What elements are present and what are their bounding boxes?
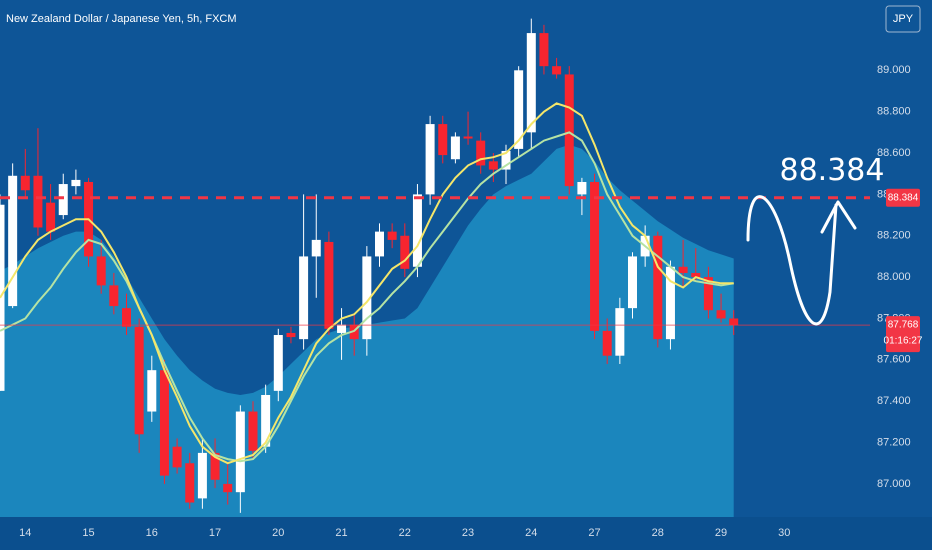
- candle-body: [665, 266, 675, 340]
- candle-body: [20, 175, 30, 191]
- candle-body: [362, 256, 372, 340]
- candle-body: [8, 175, 18, 307]
- x-tick-label: 14: [19, 527, 31, 539]
- x-tick-label: 16: [146, 527, 158, 539]
- drawn-arrow: [746, 195, 838, 326]
- level-badge: [886, 188, 920, 207]
- candle-body: [678, 266, 688, 273]
- candle-body: [172, 446, 182, 468]
- candle-body: [514, 70, 524, 149]
- x-tick-label: 29: [715, 527, 727, 539]
- x-tick-label: 20: [272, 527, 284, 539]
- candle-body: [375, 231, 384, 257]
- candle-body: [438, 124, 448, 156]
- candle-body: [628, 256, 637, 309]
- y-tick-label: 88.200: [877, 230, 911, 242]
- level-annotation: 88.384: [780, 153, 885, 188]
- y-tick-label: 87.600: [877, 354, 911, 366]
- candle-body: [653, 235, 663, 340]
- candle-body: [590, 181, 600, 331]
- ma-line: [0, 131, 734, 463]
- y-tick-label: 88.800: [877, 106, 911, 118]
- candle-body: [501, 150, 511, 170]
- candle-body: [602, 330, 612, 356]
- y-tick-label: 87.200: [877, 436, 911, 448]
- candle-body: [729, 318, 739, 326]
- x-tick-label: 24: [525, 527, 537, 539]
- candle-body: [261, 394, 271, 447]
- candle-body: [185, 463, 195, 503]
- candle-body: [71, 179, 81, 187]
- plot-area: [0, 18, 870, 518]
- x-tick-label: 17: [209, 527, 221, 539]
- candle-body: [197, 452, 207, 499]
- candle-body: [159, 370, 169, 476]
- candle-body: [450, 136, 460, 160]
- candle-body: [109, 285, 119, 307]
- x-tick-label: 22: [399, 527, 411, 539]
- candle-body: [691, 272, 701, 278]
- x-tick-label: 23: [462, 527, 474, 539]
- candle-body: [46, 202, 56, 232]
- candle-body: [311, 239, 321, 257]
- currency-label[interactable]: JPY: [893, 13, 914, 25]
- candle-body: [703, 277, 713, 311]
- x-tick-label: 15: [82, 527, 94, 539]
- candle-body: [488, 161, 498, 170]
- drawn-arrowhead: [820, 200, 857, 234]
- candle-body: [552, 66, 562, 75]
- ma-line: [0, 102, 734, 465]
- y-tick-label: 88.000: [877, 271, 911, 283]
- candle-body: [273, 335, 283, 391]
- candle-body: [387, 231, 397, 240]
- candle-body: [337, 324, 347, 333]
- candle-body: [539, 33, 549, 67]
- candle-body: [134, 326, 144, 435]
- countdown-label: 01:16:27: [884, 336, 923, 347]
- x-tick-label: 30: [778, 527, 790, 539]
- overlay: 87.00087.20087.40087.60087.80088.00088.2…: [19, 64, 923, 539]
- y-tick-label: 89.000: [877, 64, 911, 76]
- candle-body: [223, 483, 233, 493]
- candle-body: [463, 136, 473, 139]
- candle-body: [248, 411, 258, 451]
- x-tick-label: 28: [652, 527, 664, 539]
- candle-body: [324, 241, 334, 329]
- candle-body: [299, 256, 309, 340]
- candle-body: [400, 235, 410, 269]
- y-tick-label: 87.400: [877, 395, 911, 407]
- candle-body: [716, 310, 726, 319]
- level-badge-label: 88.384: [888, 192, 919, 203]
- x-tick-label: 21: [335, 527, 347, 539]
- candle-body: [58, 184, 68, 216]
- candle-body: [0, 204, 5, 391]
- candle-body: [210, 452, 220, 480]
- candle-body: [412, 194, 422, 267]
- candle-body: [425, 124, 435, 195]
- last-price-badge: [886, 316, 920, 353]
- chart-title: New Zealand Dollar / Japanese Yen, 5h, F…: [6, 13, 237, 25]
- candle-body: [577, 181, 587, 195]
- y-tick-label: 87.000: [877, 478, 911, 490]
- candle-body: [96, 256, 106, 286]
- candle-body: [286, 332, 296, 338]
- candle-body: [122, 308, 131, 327]
- currency-button[interactable]: [885, 5, 921, 33]
- x-tick-label: 27: [588, 527, 600, 539]
- candle-body: [33, 175, 43, 228]
- y-tick-label: 88.600: [877, 147, 911, 159]
- candle-body: [476, 140, 486, 166]
- time-axis-strip: [0, 517, 932, 550]
- candle-body: [564, 74, 574, 187]
- candle-body: [526, 33, 536, 133]
- last-price-label: 87.768: [888, 320, 919, 331]
- candle-body: [615, 308, 625, 356]
- candle-body: [147, 370, 157, 412]
- candle-body: [235, 411, 245, 493]
